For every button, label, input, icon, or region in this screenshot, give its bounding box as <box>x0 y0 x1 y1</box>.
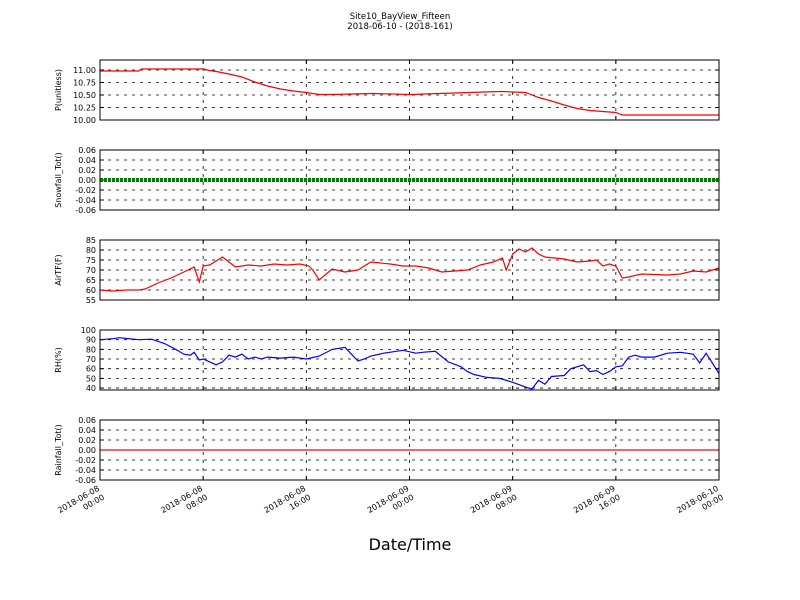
y-tick-label: -0.04 <box>75 466 96 475</box>
series-line <box>99 247 720 292</box>
y-tick-label: 55 <box>86 296 96 305</box>
y-tick-label: -0.04 <box>75 196 96 205</box>
y-tick-label: 70 <box>86 266 96 275</box>
x-tick-label: 2018-06-0808:00 <box>159 484 209 524</box>
x-tick-label: 2018-06-0916:00 <box>572 484 622 524</box>
series-line <box>99 337 720 390</box>
panel-frame <box>99 419 720 481</box>
series-line <box>100 68 719 116</box>
x-axis-label: Date/Time <box>369 535 452 554</box>
y-tick-label: 0.06 <box>78 146 96 155</box>
y-tick-label: 100 <box>81 326 96 335</box>
y-tick-label: 0.00 <box>78 176 96 185</box>
panels-group: 10.00 10.25 10.50 10.75 11.00 P(unitless) -0.0… <box>54 59 725 524</box>
y-tick-label: 0.04 <box>78 156 96 165</box>
x-tick-labels: 2018-06-0800:00 2018-06-0808:00 2018-06-08… <box>56 484 725 524</box>
y-tick-label: 10.00 <box>73 116 96 125</box>
y-axis-label: Rainfall_Tot() <box>54 424 63 476</box>
panel-5: -0.06-0.04-0.020.000.020.040.06 Rainfall_… <box>54 416 720 485</box>
panel-1: 10.00 10.25 10.50 10.75 11.00 P(unitless) <box>54 59 720 125</box>
panel-frame <box>99 59 720 121</box>
y-tick-label: 10.25 <box>73 104 96 113</box>
y-axis-label: P(unitless) <box>54 69 63 111</box>
y-tick-label: 60 <box>86 365 96 374</box>
x-tick-label: 2018-06-1000:00 <box>675 484 725 524</box>
y-tick-label: 0.04 <box>78 426 96 435</box>
y-tick-label: 60 <box>86 286 96 295</box>
y-tick-label: -0.06 <box>75 476 96 485</box>
chart-title: Site10_BayView_Fifteen <box>350 12 451 22</box>
y-axis-label: AirTF(F) <box>54 254 63 285</box>
y-tick-label: -0.06 <box>75 206 96 215</box>
chart-subtitle: 2018-06-10 - (2018-161) <box>347 22 452 32</box>
y-tick-label: -0.02 <box>75 456 96 465</box>
x-tick-label: 2018-06-0800:00 <box>56 484 106 524</box>
y-tick-label: 75 <box>86 256 96 265</box>
x-tick-label: 2018-06-0900:00 <box>366 484 416 524</box>
y-axis-label: RH(%) <box>54 347 63 372</box>
panel-frame <box>99 239 720 301</box>
y-tick-label: 10.50 <box>73 91 96 100</box>
y-tick-label: 10.75 <box>73 79 96 88</box>
y-axis-label: Snowfall_Tot() <box>54 152 63 208</box>
y-tick-label: 40 <box>86 384 96 393</box>
y-tick-label: -0.02 <box>75 186 96 195</box>
y-tick-label: 11.00 <box>73 66 96 75</box>
y-tick-label: 0.06 <box>78 416 96 425</box>
y-tick-label: 65 <box>86 276 96 285</box>
y-tick-label: 0.00 <box>78 446 96 455</box>
y-tick-label: 90 <box>86 336 96 345</box>
y-tick-label: 80 <box>86 246 96 255</box>
y-tick-label: 80 <box>86 345 96 354</box>
y-tick-label: 50 <box>86 374 96 383</box>
y-tick-label: 70 <box>86 355 96 364</box>
y-tick-label: 0.02 <box>78 166 96 175</box>
x-tick-label: 2018-06-0816:00 <box>263 484 313 524</box>
panel-2: -0.06-0.04-0.020.000.020.040.06 Snowfall_… <box>54 146 720 215</box>
y-tick-label: 0.02 <box>78 436 96 445</box>
x-tick-label: 2018-06-0908:00 <box>469 484 519 524</box>
panel-frame <box>99 149 720 211</box>
panel-frame <box>99 329 720 391</box>
y-tick-label: 85 <box>86 236 96 245</box>
